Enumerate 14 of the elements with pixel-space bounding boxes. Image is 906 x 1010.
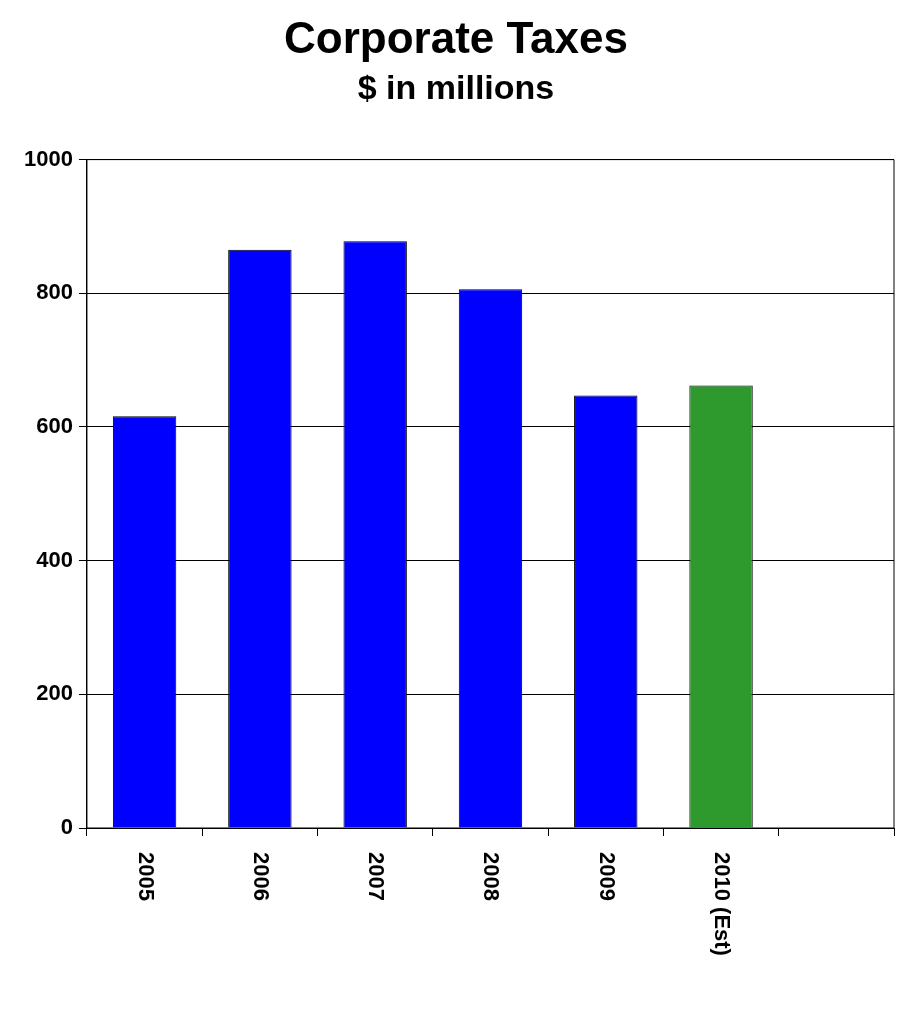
x-tick-label: 2007 — [364, 852, 390, 901]
x-tick-label: 2009 — [594, 852, 620, 901]
y-tick-label: 200 — [36, 680, 73, 706]
x-tick-label: 2005 — [133, 852, 159, 901]
y-tick-label: 0 — [60, 814, 73, 840]
y-tick-label: 1000 — [23, 145, 73, 171]
y-tick-label: 400 — [36, 546, 73, 572]
x-tick-label: 2010 (Est) — [710, 852, 735, 956]
y-tick-label: 600 — [36, 413, 73, 439]
x-tick-label: 2008 — [479, 852, 505, 901]
chart-title: Corporate Taxes — [284, 12, 628, 62]
x-tick-label: 2006 — [248, 852, 274, 901]
y-tick-label: 800 — [36, 279, 73, 305]
chart-subtitle: $ in millions — [357, 67, 555, 106]
